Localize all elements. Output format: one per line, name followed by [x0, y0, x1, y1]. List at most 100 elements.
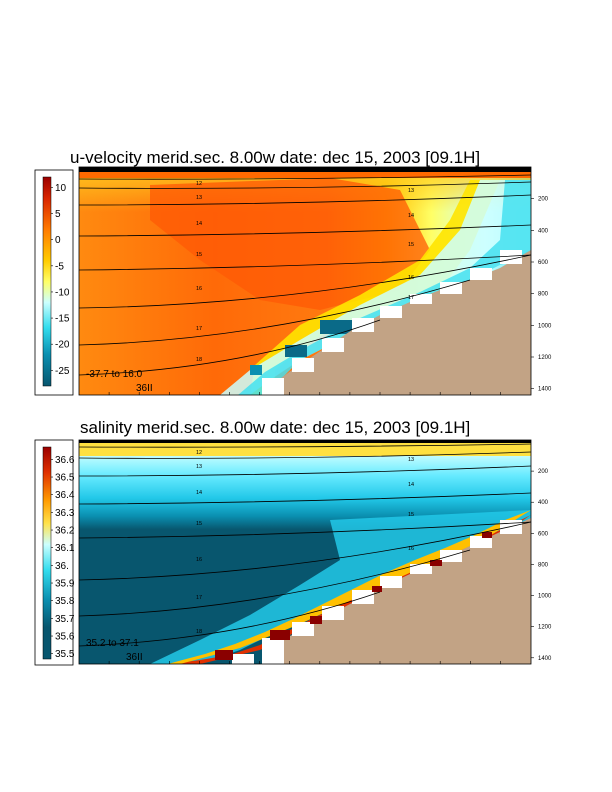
land-mask — [262, 518, 531, 664]
colorbar-tick-label: -20 — [55, 340, 70, 351]
x-ticks — [108, 392, 501, 395]
dark-red-cells — [215, 532, 492, 660]
contour-label: 12 — [196, 181, 202, 187]
depth-tick-label: 1400 — [538, 387, 552, 393]
contour-labels: 12 13 13 14 14 15 15 16 16 17 17 18 — [196, 181, 414, 363]
min-max-label: -37.7 to 16.0 — [86, 369, 143, 380]
depth-ticks: 200 400 600 800 1000 1200 1400 — [531, 469, 552, 662]
colorbar-tick-label: 35.7 — [55, 614, 75, 625]
colorbar-tick-label: 36.5 — [55, 473, 75, 484]
contour-labels: 12 13 13 14 14 15 15 16 16 17 18 — [196, 450, 414, 635]
colorbar: 36.6 36.5 36.4 36.3 36.2 36.1 36. 35.9 35.8 35.7 3… — [34, 439, 75, 666]
plot-frame — [78, 166, 532, 396]
panel-title: u-velocity merid.sec. 8.00w date: dec 15… — [70, 148, 480, 167]
colorbar-tick-label: 35.5 — [55, 649, 75, 660]
dark-core-3 — [250, 365, 262, 375]
depth-tick-label: 1000 — [538, 323, 552, 329]
colorbar-ticks: 10 5 0 -5 -10 -15 -20 -25 — [51, 183, 70, 377]
contour-label: 14 — [408, 213, 414, 219]
contour-label: 13 — [408, 457, 414, 463]
contour-label: 17 — [196, 595, 202, 601]
colorbar-frame — [34, 439, 74, 666]
colorbar-gradient — [42, 446, 52, 660]
depth-tick-label: 1000 — [538, 594, 552, 600]
colorbar-tick-label: -5 — [55, 261, 64, 272]
section-plot: 12 13 13 14 14 15 15 16 16 17 17 18 -37.… — [79, 167, 531, 395]
missing-cells — [232, 520, 522, 664]
colorbar-tick-label: -15 — [55, 314, 70, 325]
contour-label: 16 — [196, 557, 202, 563]
panel-title: salinity merid.sec. 8.00w date: dec 15, … — [80, 418, 470, 437]
contour-label: 15 — [408, 512, 414, 518]
contour-label: 18 — [196, 357, 202, 363]
colorbar-tick-label: 5 — [55, 209, 61, 220]
min-max-label: 35.2 to 37.1 — [86, 638, 139, 649]
panel-salinity: salinity merid.sec. 8.00w date: dec 15, … — [34, 418, 552, 666]
contour-label: 15 — [196, 521, 202, 527]
depth-tick-label: 1400 — [538, 656, 552, 662]
depth-tick-label: 800 — [538, 562, 549, 568]
shelf-light-band — [150, 510, 531, 664]
colorbar-tick-label: 36.3 — [55, 508, 75, 519]
contour-label: 12 — [196, 450, 202, 456]
contour-label: 13 — [196, 464, 202, 470]
depth-tick-label: 200 — [538, 469, 549, 475]
section-plot: 12 13 13 14 14 15 15 16 16 17 18 35.2 to… — [79, 440, 531, 664]
depth-tick-label: 400 — [538, 228, 549, 234]
contour-label: 15 — [196, 252, 202, 258]
surface-orange-band — [79, 172, 531, 178]
sigma-label: 36II — [126, 652, 143, 663]
colorbar-tick-label: 36.2 — [55, 526, 75, 537]
contour-label: 14 — [408, 482, 414, 488]
depth-tick-label: 1200 — [538, 625, 552, 631]
contour-label: 15 — [408, 242, 414, 248]
dark-core-1 — [320, 320, 352, 334]
depth-tick-label: 200 — [538, 197, 549, 203]
contour-label: 18 — [196, 629, 202, 635]
missing-cells — [262, 250, 522, 395]
colorbar-tick-label: -10 — [55, 287, 70, 298]
sigma-label: 36II — [136, 383, 153, 394]
contour-label: 13 — [196, 195, 202, 201]
panel-u-velocity: u-velocity merid.sec. 8.00w date: dec 15… — [34, 148, 552, 396]
colorbar-tick-label: 36.1 — [55, 543, 75, 554]
colorbar-tick-label: 0 — [55, 235, 61, 246]
colorbar-ticks: 36.6 36.5 36.4 36.3 36.2 36.1 36. 35.9 35.8 35.7 3… — [51, 455, 75, 660]
colorbar-tick-label: -25 — [55, 366, 70, 377]
depth-ticks: 200 400 600 800 1000 1200 1400 — [531, 197, 552, 393]
colorbar-tick-label: 10 — [55, 183, 67, 194]
colorbar-tick-label: 36.4 — [55, 490, 75, 501]
contour-label: 16 — [196, 286, 202, 292]
colorbar-gradient — [42, 176, 52, 387]
colorbar-tick-label: 36.6 — [55, 455, 75, 466]
isopycnal-contours — [79, 443, 531, 647]
surface-black-band — [79, 440, 531, 443]
x-ticks — [108, 661, 501, 664]
contour-label: 16 — [408, 275, 414, 281]
depth-tick-label: 600 — [538, 260, 549, 266]
core-jet — [150, 178, 430, 310]
shelf-yellow-band — [168, 510, 531, 664]
isopycnal-contours — [79, 174, 531, 376]
contour-label: 17 — [196, 326, 202, 332]
depth-tick-label: 800 — [538, 292, 549, 298]
surface-yellow-band — [79, 443, 531, 456]
contour-label: 14 — [196, 490, 202, 496]
depth-tick-label: 1200 — [538, 355, 552, 361]
dark-core-2 — [285, 345, 307, 357]
contour-label: 16 — [408, 546, 414, 552]
plot-frame — [78, 439, 532, 665]
land-mask — [262, 250, 531, 395]
depth-tick-label: 600 — [538, 531, 549, 537]
surface-black-band — [79, 167, 531, 172]
colorbar-tick-label: 35.8 — [55, 596, 75, 607]
colorbar-tick-label: 36. — [55, 561, 69, 572]
colorbar-tick-label: 35.9 — [55, 579, 75, 590]
slope-band-cyan — [238, 180, 531, 395]
contour-label: 17 — [408, 295, 414, 301]
contour-label: 13 — [408, 188, 414, 194]
colorbar: 10 5 0 -5 -10 -15 -20 -25 — [34, 169, 74, 396]
contour-label: 14 — [196, 221, 202, 227]
depth-tick-label: 400 — [538, 500, 549, 506]
